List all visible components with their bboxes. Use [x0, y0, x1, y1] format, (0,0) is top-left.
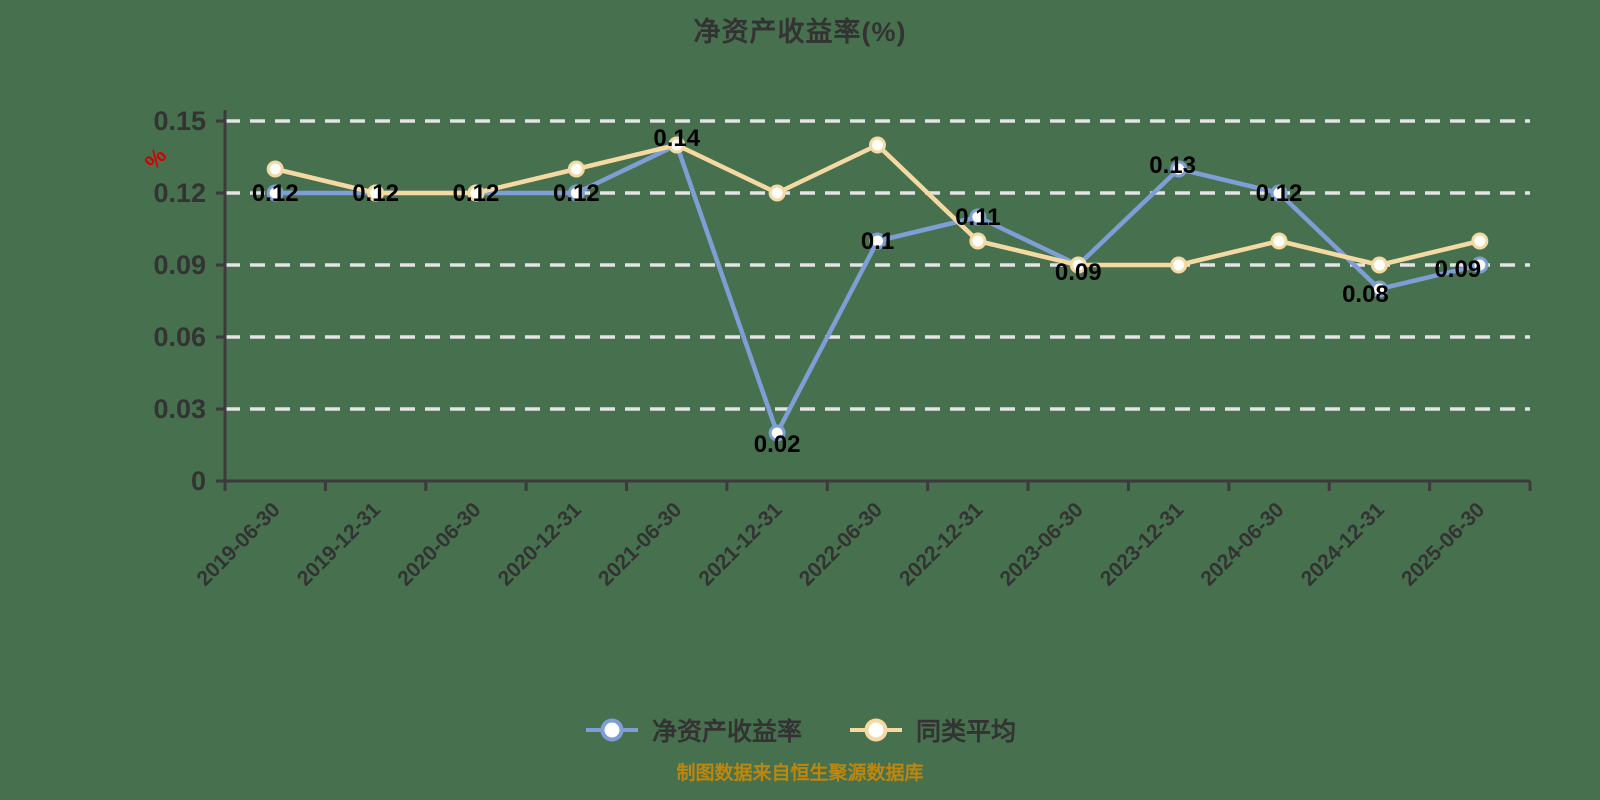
roe-data-label: 0.12 — [1256, 180, 1303, 207]
roe-data-point-2023-12-31[interactable] — [1170, 160, 1188, 178]
roe-data-label: 0.08 — [1342, 281, 1389, 308]
roe-data-point-2022-06-30[interactable] — [869, 232, 886, 250]
roe-data-point-2019-06-30[interactable] — [266, 184, 284, 202]
chart-title: 净资产收益率(%) — [693, 17, 907, 47]
x-axis-tick-label: 2019-06-30 — [193, 498, 285, 590]
roe-data-point-2025-06-30[interactable] — [1471, 256, 1489, 274]
x-axis-tick-label: 2021-06-30 — [594, 498, 686, 590]
x-axis-tick-label: 2023-12-31 — [1096, 498, 1188, 590]
data-source-note: 制图数据来自恒生聚源数据库 — [676, 763, 924, 784]
roe-data-point-2024-06-30[interactable] — [1270, 184, 1288, 202]
roe-data-label: 0.14 — [653, 125, 700, 152]
roe-data-point-2022-12-31[interactable] — [969, 208, 987, 226]
peer-average-data-point-2021-12-31[interactable] — [768, 184, 786, 202]
peer-average-data-point-2020-06-30[interactable] — [467, 184, 485, 202]
x-axis-tick-label: 2024-06-30 — [1196, 498, 1288, 590]
legend-label-peer-average: 同类平均 — [916, 718, 1017, 746]
roe-data-point-2021-12-31[interactable] — [768, 424, 786, 442]
roe-data-label: 0.1 — [861, 228, 894, 255]
y-axis-tick-label: 0.09 — [153, 250, 206, 280]
peer-average-data-point-2020-12-31[interactable] — [567, 160, 585, 178]
roe-data-label: 0.02 — [754, 431, 801, 458]
peer-average-data-point-2023-06-30[interactable] — [1069, 256, 1087, 274]
peer-average-data-point-2024-06-30[interactable] — [1270, 232, 1288, 250]
peer-average-legend-marker-icon — [850, 718, 902, 742]
x-axis-tick-label: 2023-06-30 — [996, 498, 1088, 590]
x-axis-tick-label: 2019-12-31 — [293, 498, 385, 590]
roe-data-label: 0.09 — [1055, 259, 1102, 286]
roe-data-label: 0.12 — [352, 180, 399, 207]
y-axis-tick-label: 0 — [191, 466, 206, 496]
legend-item-roe[interactable]: 净资产收益率 — [584, 712, 802, 748]
x-axis-tick-label: 2020-12-31 — [494, 498, 586, 590]
peer-average-data-point-2022-12-31[interactable] — [969, 232, 987, 250]
x-axis-tick-label: 2022-12-31 — [895, 498, 987, 590]
peer-average-data-point-2022-06-30[interactable] — [869, 136, 886, 154]
roe-legend-marker-icon — [585, 718, 638, 742]
x-axis-tick-label: 2024-12-31 — [1297, 498, 1389, 590]
x-axis-tick-label: 2025-06-30 — [1397, 498, 1489, 590]
y-axis-tick-label: 0.06 — [153, 322, 206, 352]
x-axis-tick-label: 2021-12-31 — [694, 498, 786, 590]
roe-data-label: 0.12 — [553, 180, 600, 207]
y-axis-tick-label: 0.03 — [153, 394, 206, 424]
roe-data-label: 0.12 — [453, 180, 500, 207]
peer-average-data-point-2019-12-31[interactable] — [367, 184, 385, 202]
y-axis-tick-label: 0.15 — [153, 106, 206, 136]
roe-data-point-2024-12-31[interactable] — [1370, 280, 1388, 298]
roe-data-label: 0.09 — [1434, 256, 1481, 283]
roe-data-label: 0.12 — [252, 180, 299, 207]
roe-data-label: 0.13 — [1149, 152, 1196, 179]
x-axis-tick-label: 2020-06-30 — [393, 498, 485, 590]
y-axis-tick-label: 0.12 — [153, 178, 206, 208]
peer-average-data-point-2023-12-31[interactable] — [1170, 256, 1188, 274]
x-axis-tick-label: 2022-06-30 — [795, 498, 887, 590]
legend: 净资产收益率 同类平均 — [0, 712, 1600, 748]
peer-average-data-point-2025-06-30[interactable] — [1471, 232, 1489, 250]
peer-average-data-point-2019-06-30[interactable] — [266, 160, 284, 178]
roe-data-label: 0.11 — [955, 204, 1000, 231]
legend-label-roe: 净资产收益率 — [651, 718, 802, 746]
peer-average-data-point-2024-12-31[interactable] — [1370, 256, 1388, 274]
legend-item-peer-average[interactable]: 同类平均 — [848, 712, 1016, 748]
peer-average-data-point-2021-06-30[interactable] — [668, 136, 686, 154]
roe-data-point-2020-12-31[interactable] — [567, 184, 585, 202]
